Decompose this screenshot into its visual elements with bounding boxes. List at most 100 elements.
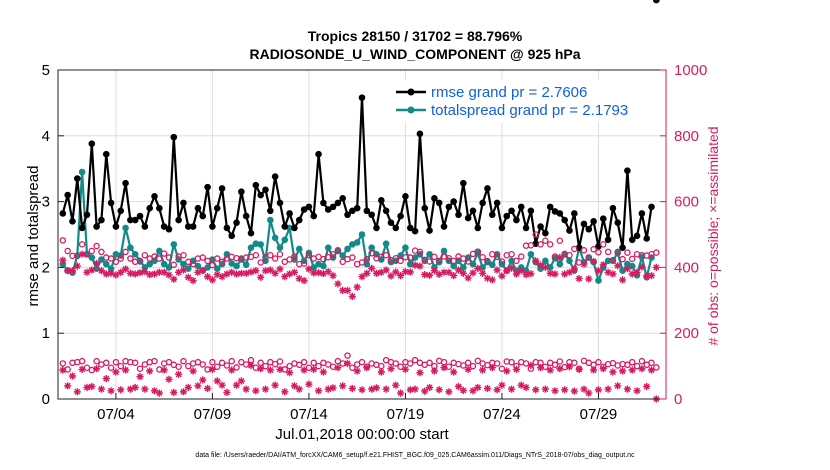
assimilated-low-obs-marker bbox=[324, 385, 332, 393]
possible-low-obs-marker bbox=[440, 358, 448, 366]
assimilated-obs-marker bbox=[324, 268, 332, 276]
totalspread-point bbox=[628, 262, 636, 270]
possible-obs-marker bbox=[628, 255, 636, 263]
rmse-point bbox=[324, 206, 332, 213]
rmse-point bbox=[88, 140, 96, 147]
totalspread-point bbox=[102, 260, 110, 268]
assimilated-obs-marker bbox=[237, 269, 245, 277]
assimilated-low-obs-marker bbox=[517, 381, 525, 389]
y2-tick-label: 1000 bbox=[674, 62, 707, 79]
assimilated-low-obs-marker bbox=[541, 385, 549, 393]
possible-obs-marker bbox=[517, 253, 525, 260]
possible-obs-marker bbox=[479, 253, 486, 261]
rmse-point bbox=[199, 212, 207, 220]
possible-low-obs-marker bbox=[445, 363, 453, 371]
assimilated-obs-marker bbox=[435, 270, 443, 278]
assimilated-low-obs-marker bbox=[392, 381, 400, 389]
assimilated-low-obs-marker bbox=[585, 389, 593, 397]
rmse-point bbox=[305, 203, 313, 211]
possible-low-obs-marker bbox=[185, 362, 192, 370]
assimilated-low-obs-marker bbox=[194, 382, 202, 390]
totalspread-point bbox=[440, 247, 448, 255]
y-tick-label: 5 bbox=[42, 62, 50, 79]
assimilated-obs-marker bbox=[633, 268, 641, 276]
possible-low-obs-marker bbox=[209, 358, 216, 366]
rmse-point bbox=[435, 199, 443, 207]
rmse-point bbox=[609, 204, 617, 212]
assimilated-obs-marker bbox=[252, 267, 260, 275]
possible-obs-marker bbox=[407, 254, 414, 261]
possible-low-obs-marker bbox=[474, 357, 482, 365]
possible-obs-marker bbox=[426, 258, 433, 265]
assimilated-obs-marker bbox=[469, 269, 477, 277]
assimilated-low-obs-marker bbox=[604, 385, 612, 393]
rmse-point bbox=[368, 211, 375, 219]
data-file-footer: data file: /Users/raeder/DAI/ATM_forcXX/… bbox=[195, 452, 635, 459]
assimilated-low-obs-marker bbox=[363, 364, 371, 372]
rmse-point bbox=[209, 223, 216, 230]
possible-obs-marker bbox=[257, 259, 264, 266]
possible-low-obs-marker bbox=[469, 362, 477, 370]
assimilated-low-obs-marker bbox=[464, 365, 472, 373]
possible-low-obs-marker bbox=[349, 364, 356, 371]
possible-obs-marker bbox=[98, 248, 105, 256]
totalspread-point bbox=[324, 244, 332, 251]
rmse-point bbox=[464, 214, 472, 222]
assimilated-obs-marker bbox=[102, 270, 110, 278]
assimilated-obs-marker bbox=[594, 267, 602, 275]
assimilated-low-obs-marker bbox=[271, 381, 279, 389]
rmse-point bbox=[493, 199, 501, 207]
assimilated-obs-marker bbox=[488, 276, 496, 284]
assimilated-low-obs-marker bbox=[247, 361, 255, 369]
rmse-point bbox=[546, 203, 554, 211]
assimilated-low-obs-marker bbox=[339, 382, 347, 390]
assimilated-low-obs-marker bbox=[647, 366, 656, 374]
assimilated-obs-marker bbox=[305, 265, 313, 273]
assimilated-low-obs-marker bbox=[397, 389, 405, 397]
assimilated-low-obs-marker bbox=[372, 384, 381, 392]
possible-obs-marker bbox=[122, 248, 129, 256]
rmse-point bbox=[542, 229, 549, 237]
rmse-point bbox=[402, 193, 409, 200]
assimilated-low-obs-marker bbox=[112, 368, 120, 376]
rmse-point bbox=[571, 210, 578, 217]
possible-obs-marker bbox=[218, 258, 226, 266]
possible-obs-marker bbox=[600, 241, 607, 248]
assimilated-low-obs-marker bbox=[628, 366, 636, 374]
assimilated-obs-marker bbox=[223, 270, 231, 278]
rmse-point bbox=[624, 167, 631, 174]
assimilated-obs-marker bbox=[411, 261, 419, 269]
possible-obs-marker bbox=[619, 255, 626, 263]
rmse-point bbox=[180, 199, 187, 207]
axes: 07/04 07/09 07/14 07/19 07/24 07/29 0 1 2 3 4 5 0 200… bbox=[42, 62, 708, 423]
possible-obs-marker bbox=[117, 255, 124, 262]
possible-low-obs-marker bbox=[286, 362, 293, 370]
rmse-point bbox=[397, 212, 404, 220]
possible-low-obs-marker bbox=[633, 362, 641, 370]
assimilated-obs-marker bbox=[276, 265, 284, 273]
assimilated-low-obs-marker bbox=[175, 370, 183, 378]
possible-low-obs-marker bbox=[78, 357, 86, 365]
possible-obs-marker bbox=[267, 251, 274, 259]
legend-rmse-marker bbox=[407, 88, 415, 96]
rmse-point bbox=[286, 210, 293, 217]
assimilated-obs-marker bbox=[599, 261, 607, 269]
rmse-point bbox=[373, 224, 380, 232]
possible-low-obs-marker bbox=[628, 358, 636, 366]
assimilated-low-obs-marker bbox=[204, 384, 212, 393]
assimilated-obs-marker bbox=[619, 276, 627, 284]
possible-obs-marker bbox=[78, 241, 86, 248]
assimilated-low-obs-marker bbox=[411, 385, 419, 393]
rmse-point bbox=[83, 211, 91, 219]
possible-obs-marker bbox=[489, 250, 496, 258]
rmse-point bbox=[358, 94, 366, 101]
assimilated-obs-marker bbox=[64, 267, 72, 275]
assimilated-low-obs-marker bbox=[368, 385, 376, 393]
rmse-point bbox=[315, 150, 322, 158]
totalspread-point bbox=[368, 244, 375, 251]
assimilated-obs-marker bbox=[551, 270, 559, 278]
possible-obs-marker bbox=[59, 237, 67, 244]
rmse-series bbox=[59, 0, 660, 251]
possible-low-obs-marker bbox=[242, 361, 250, 368]
rmse-point bbox=[310, 212, 318, 220]
